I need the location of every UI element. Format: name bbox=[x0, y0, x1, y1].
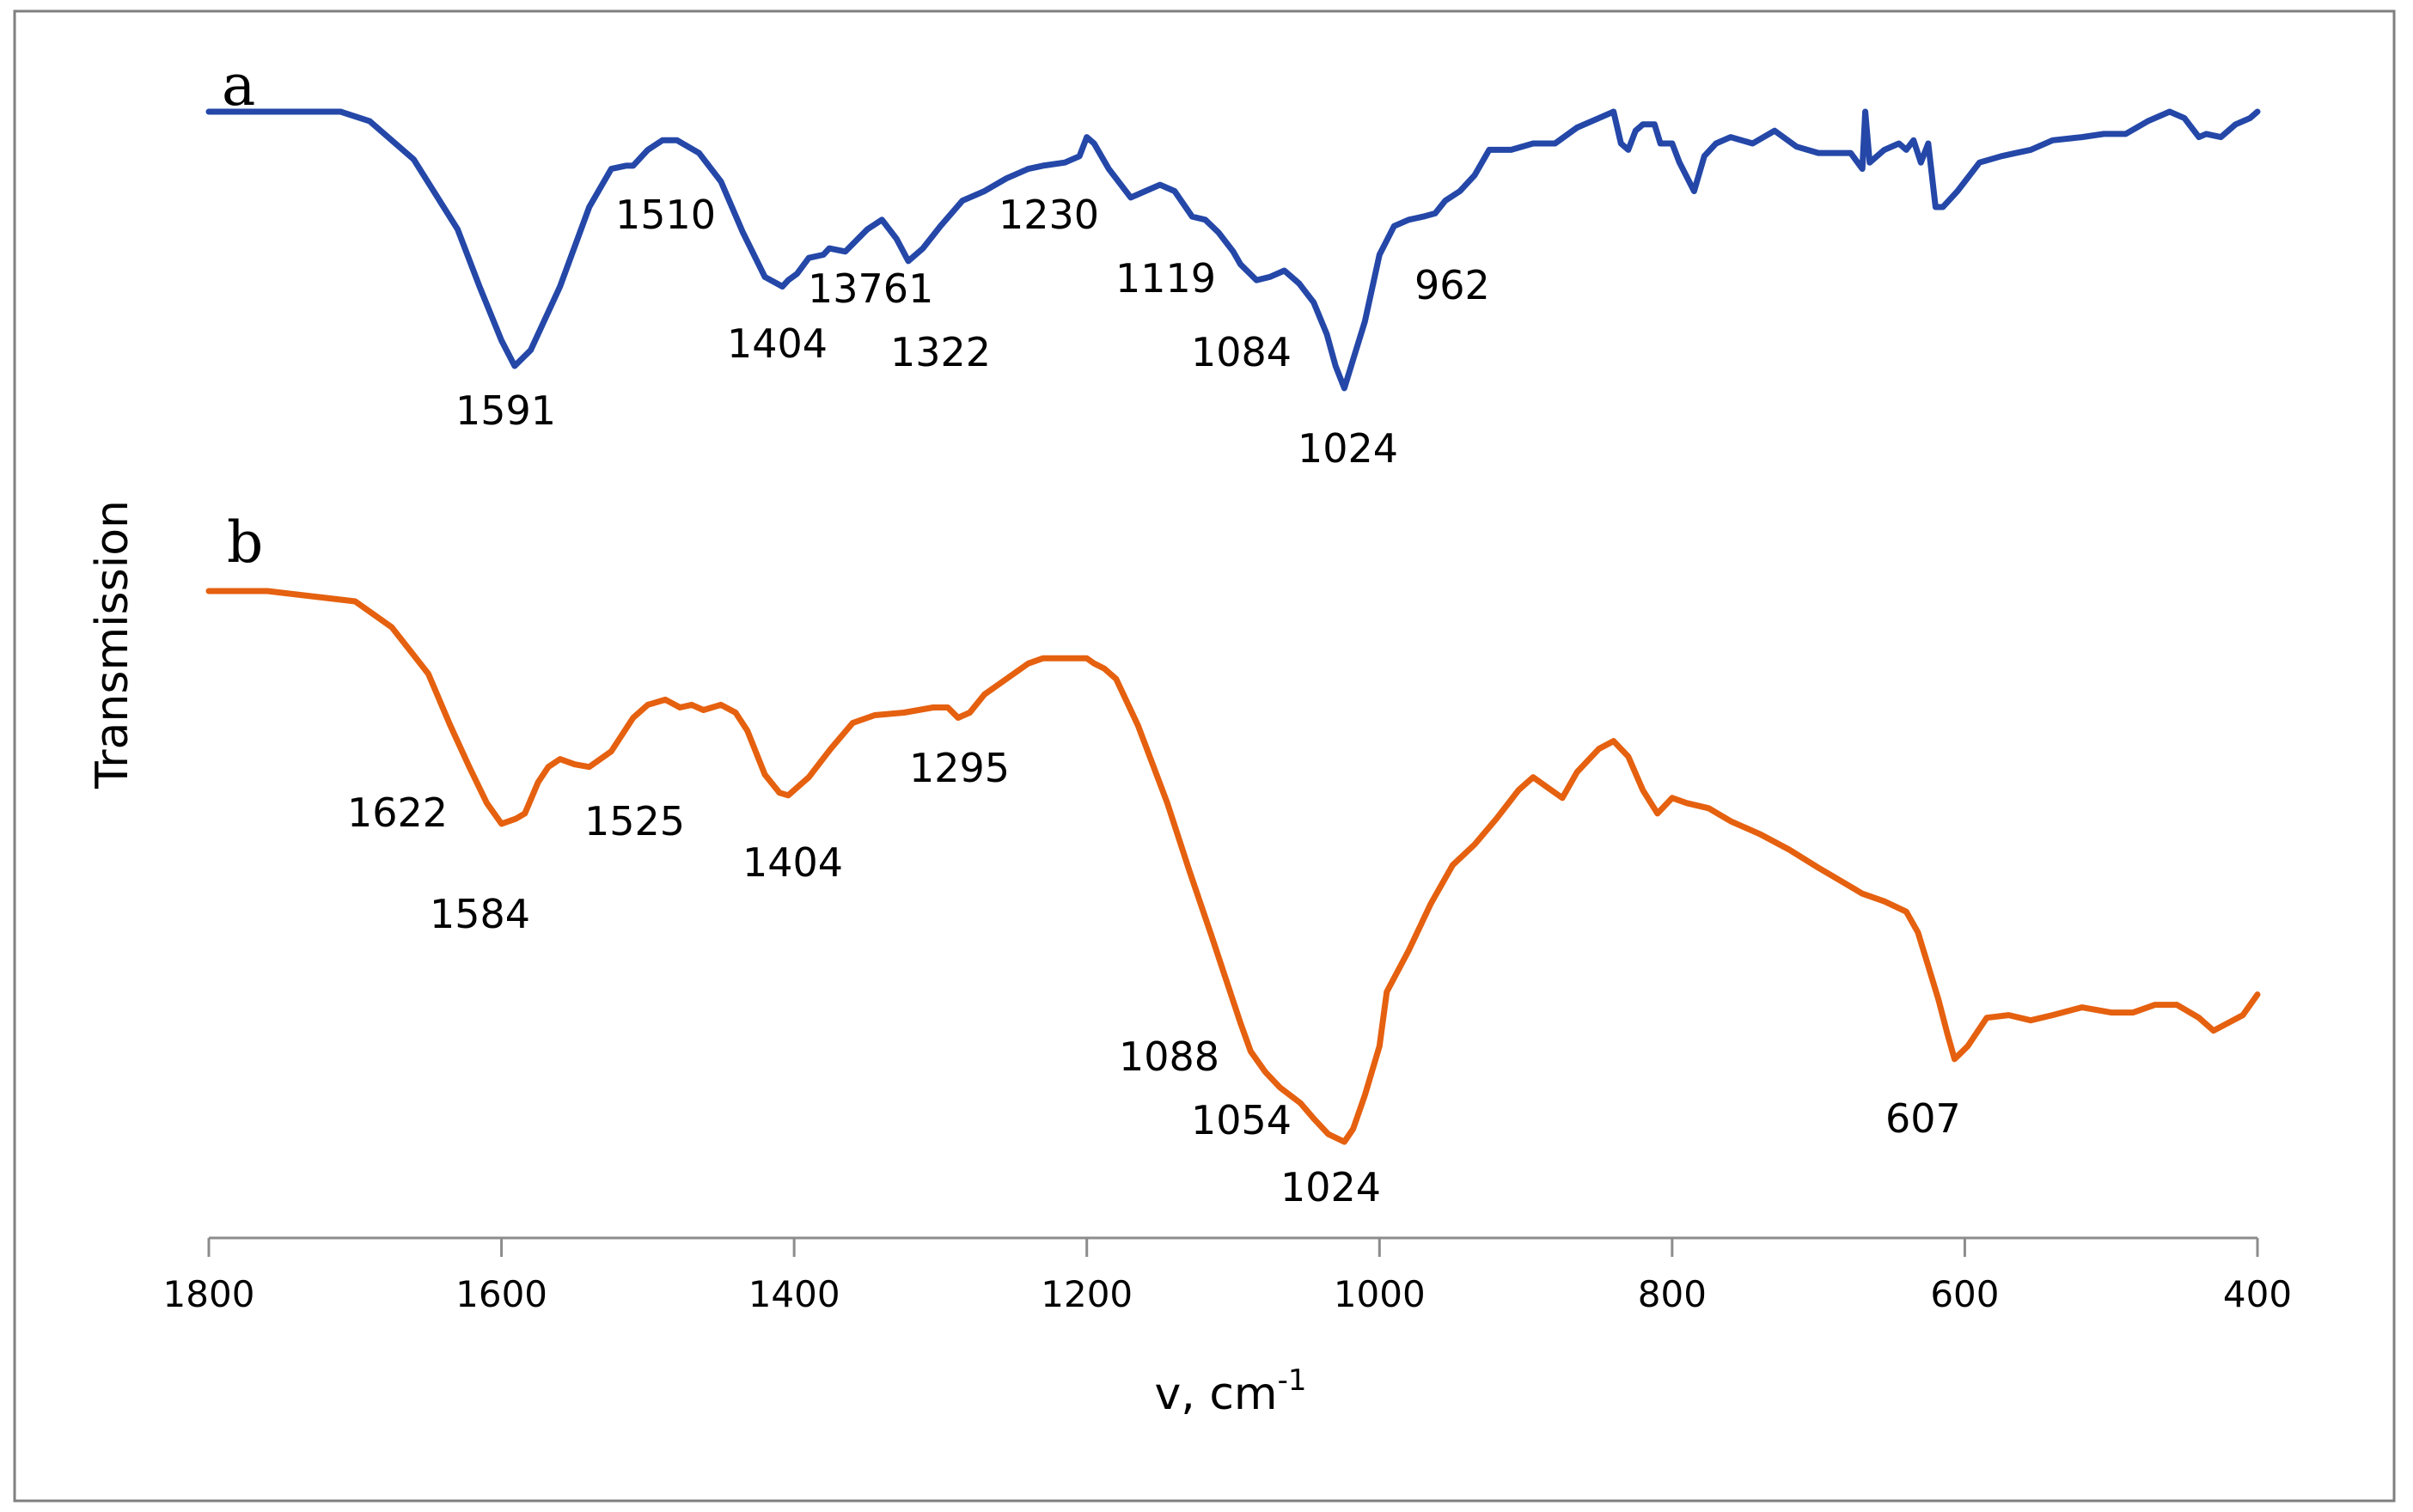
peak-label-b-1404: 1404 bbox=[742, 839, 843, 886]
x-axis-title-superscript: -1 bbox=[1278, 1363, 1307, 1398]
x-tick-label-1400: 1400 bbox=[748, 1273, 840, 1315]
plot-area: 1800 1600 1400 1200 1000 800 600 400 bbox=[163, 108, 2292, 1315]
y-axis-title: Transmission bbox=[87, 500, 138, 790]
series-line-b bbox=[205, 588, 2261, 1145]
series-layer bbox=[205, 108, 2261, 1145]
peak-label-a-1024: 1024 bbox=[1298, 425, 1398, 472]
peak-label-b-1054: 1054 bbox=[1191, 1097, 1292, 1143]
peak-label-b-1525: 1525 bbox=[584, 798, 685, 844]
x-tick-label-1800: 1800 bbox=[163, 1273, 255, 1315]
chart-frame bbox=[13, 9, 2396, 1503]
peak-label-a-1404: 1404 bbox=[727, 320, 828, 367]
peak-label-b-1622: 1622 bbox=[347, 790, 448, 836]
peak-label-a-962: 962 bbox=[1414, 262, 1490, 308]
peak-label-a-1084: 1084 bbox=[1191, 329, 1292, 375]
peak-label-a-1322: 1322 bbox=[890, 329, 991, 375]
x-tick-label-800: 800 bbox=[1638, 1273, 1707, 1315]
peak-label-b-1024: 1024 bbox=[1280, 1164, 1381, 1210]
peak-label-a-13761: 13761 bbox=[808, 265, 933, 312]
x-tick-label-600: 600 bbox=[1930, 1273, 1999, 1315]
x-axis-ticks: 1800 1600 1400 1200 1000 800 600 400 bbox=[163, 1238, 2292, 1315]
x-tick-label-400: 400 bbox=[2223, 1273, 2292, 1315]
peak-label-b-1295: 1295 bbox=[909, 745, 1010, 791]
peak-label-a-1510: 1510 bbox=[615, 192, 716, 238]
x-tick-label-1600: 1600 bbox=[455, 1273, 547, 1315]
x-tick-label-1000: 1000 bbox=[1334, 1273, 1426, 1315]
series-line-a bbox=[205, 108, 2261, 392]
peak-label-b-1088: 1088 bbox=[1119, 1033, 1219, 1080]
peak-label-a-1591: 1591 bbox=[455, 387, 556, 434]
panel-label-b: b bbox=[227, 509, 263, 576]
x-tick-label-1200: 1200 bbox=[1041, 1273, 1133, 1315]
peak-label-b-607: 607 bbox=[1885, 1095, 1961, 1142]
peak-label-a-1230: 1230 bbox=[999, 192, 1099, 238]
x-axis-title: v, cm-1 bbox=[1155, 1363, 1307, 1420]
peak-label-a-1119: 1119 bbox=[1115, 255, 1216, 302]
peak-label-b-1584: 1584 bbox=[430, 891, 530, 937]
x-axis-title-main: v, cm bbox=[1155, 1369, 1278, 1420]
panel-label-a: a bbox=[222, 52, 255, 119]
